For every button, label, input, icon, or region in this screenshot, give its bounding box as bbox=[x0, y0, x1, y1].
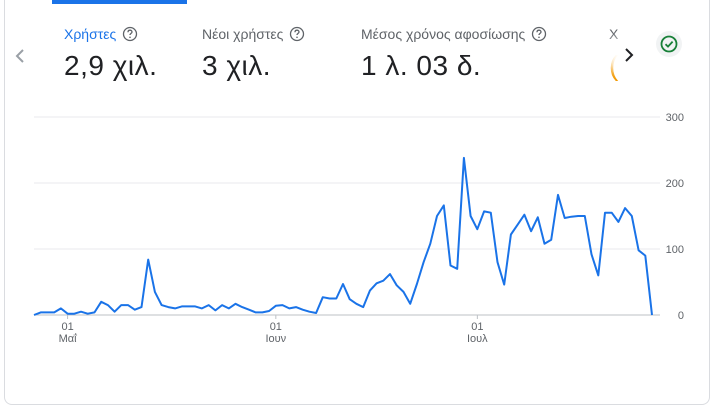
chart-gridlines bbox=[34, 116, 660, 316]
x-tick-day-label: 01 bbox=[61, 321, 73, 333]
active-tab-indicator bbox=[52, 0, 187, 4]
users-series-line bbox=[33, 156, 653, 316]
next-metric-label-peek: Χ bbox=[609, 26, 619, 42]
x-tick-month-label: Μαΐ bbox=[59, 333, 78, 345]
help-circle-icon[interactable] bbox=[531, 26, 547, 42]
help-circle-icon[interactable] bbox=[289, 26, 305, 42]
y-tick-label: 0 bbox=[678, 310, 684, 322]
y-tick-label: 200 bbox=[666, 178, 684, 190]
metrics-chart-card bbox=[4, 0, 710, 405]
chart-series bbox=[33, 156, 653, 316]
metric-tab-users[interactable]: Χρήστες 2,9 χιλ. bbox=[64, 24, 157, 82]
x-tick-month-label: Ιουν bbox=[265, 333, 286, 345]
metric-label: Χρήστες bbox=[64, 26, 117, 42]
metric-tab-new-users[interactable]: Νέοι χρήστες 3 χιλ. bbox=[202, 24, 305, 82]
metric-value: 3 χιλ. bbox=[202, 50, 272, 81]
x-tick-day-label: 01 bbox=[270, 321, 282, 333]
chevron-right-icon bbox=[625, 48, 634, 62]
chevron-left-icon bbox=[15, 49, 24, 63]
status-indicator[interactable] bbox=[656, 31, 682, 57]
x-tick-month-label: Ιουλ bbox=[467, 333, 488, 345]
check-circle-icon bbox=[660, 35, 678, 53]
metric-value: 1 λ. 03 δ. bbox=[361, 50, 482, 81]
metric-label: Μέσος χρόνος αφοσίωσης bbox=[361, 26, 526, 42]
metric-value: 2,9 χιλ. bbox=[64, 50, 158, 81]
previous-metrics-button[interactable] bbox=[10, 42, 30, 70]
next-metrics-button[interactable] bbox=[618, 40, 640, 70]
next-metric-value-peek: ( bbox=[609, 50, 619, 81]
y-axis-ticks: 0 100 200 300 bbox=[666, 112, 684, 322]
y-tick-label: 100 bbox=[666, 244, 684, 256]
help-circle-icon[interactable] bbox=[122, 26, 138, 42]
metric-label: Νέοι χρήστες bbox=[202, 26, 284, 42]
x-tick-day-label: 01 bbox=[471, 321, 483, 333]
y-tick-label: 300 bbox=[666, 112, 684, 124]
metric-tab-avg-engagement-time[interactable]: Μέσος χρόνος αφοσίωσης 1 λ. 03 δ. bbox=[361, 24, 547, 82]
